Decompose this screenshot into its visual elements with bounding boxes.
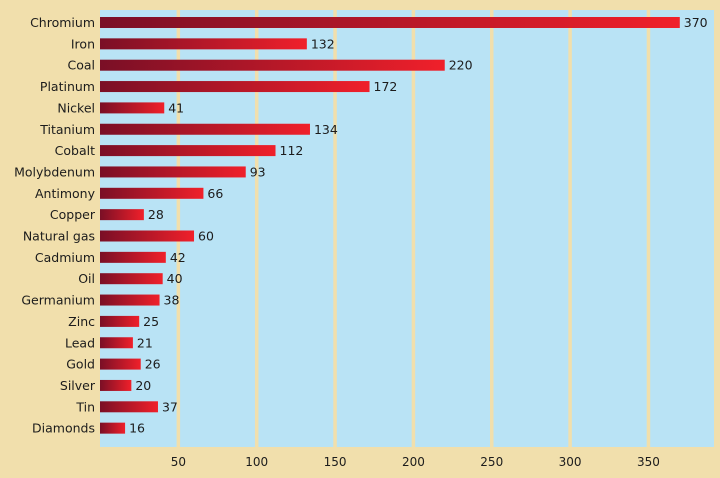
value-label: 112 bbox=[280, 143, 304, 158]
category-label: Platinum bbox=[40, 79, 95, 94]
bar bbox=[100, 187, 204, 199]
category-labels: Chromium Iron Coal Platinum Nickel Titanium Co… bbox=[14, 15, 96, 436]
bar bbox=[100, 379, 132, 391]
category-label: Coal bbox=[67, 58, 95, 73]
category-label: Iron bbox=[71, 36, 95, 51]
category-label: Gold bbox=[66, 357, 95, 372]
bar bbox=[100, 166, 246, 178]
bar bbox=[100, 59, 445, 71]
x-axis-tick-labels: 50 100 150 200 250 300 350 bbox=[171, 455, 660, 469]
x-tick-label: 50 bbox=[171, 455, 186, 469]
value-label: 26 bbox=[145, 357, 161, 372]
value-label: 41 bbox=[168, 100, 184, 115]
category-label: Diamonds bbox=[32, 421, 95, 436]
category-label: Tin bbox=[75, 399, 95, 414]
bar bbox=[100, 17, 680, 28]
category-label: Lead bbox=[65, 335, 95, 350]
value-label: 66 bbox=[207, 186, 223, 201]
x-tick-label: 150 bbox=[324, 455, 347, 469]
value-label: 132 bbox=[311, 36, 335, 51]
bar bbox=[100, 123, 310, 135]
x-tick-label: 300 bbox=[559, 455, 582, 469]
bar bbox=[100, 145, 276, 157]
bar bbox=[100, 273, 163, 285]
value-label: 37 bbox=[162, 399, 178, 414]
x-tick-label: 250 bbox=[480, 455, 503, 469]
bar bbox=[100, 401, 158, 413]
category-label: Zinc bbox=[68, 314, 95, 329]
value-label: 220 bbox=[449, 58, 473, 73]
bar bbox=[100, 38, 307, 50]
category-label: Silver bbox=[60, 378, 96, 393]
bar bbox=[100, 337, 133, 349]
bar bbox=[100, 209, 144, 221]
category-label: Antimony bbox=[35, 186, 96, 201]
value-label: 93 bbox=[250, 164, 266, 179]
bar bbox=[100, 294, 160, 306]
category-label: Cobalt bbox=[55, 143, 95, 158]
bars bbox=[100, 17, 680, 434]
value-label: 134 bbox=[314, 122, 338, 137]
category-label: Germanium bbox=[21, 293, 95, 308]
value-label: 16 bbox=[129, 421, 145, 436]
value-label: 25 bbox=[143, 314, 159, 329]
category-label: Cadmium bbox=[35, 250, 95, 265]
bar bbox=[100, 358, 141, 370]
x-tick-label: 350 bbox=[637, 455, 660, 469]
value-label: 42 bbox=[170, 250, 186, 265]
x-tick-label: 200 bbox=[402, 455, 425, 469]
value-label: 172 bbox=[374, 79, 398, 94]
category-label: Molybdenum bbox=[14, 164, 95, 179]
bar bbox=[100, 81, 370, 93]
bar bbox=[100, 422, 126, 434]
category-label: Natural gas bbox=[23, 229, 95, 244]
value-label: 60 bbox=[198, 229, 214, 244]
bar bbox=[100, 251, 166, 263]
value-labels: 370 132 220 172 41 134 112 93 66 28 60 42 40 38 25 21 26… bbox=[129, 15, 708, 436]
category-label: Titanium bbox=[39, 122, 95, 137]
value-label: 28 bbox=[148, 207, 164, 222]
category-label: Nickel bbox=[57, 100, 95, 115]
value-label: 21 bbox=[137, 335, 153, 350]
value-label: 20 bbox=[135, 378, 151, 393]
bar bbox=[100, 102, 165, 114]
x-tick-label: 100 bbox=[245, 455, 268, 469]
category-label: Oil bbox=[78, 271, 95, 286]
value-label: 40 bbox=[167, 271, 183, 286]
category-label: Copper bbox=[50, 207, 96, 222]
bar bbox=[100, 315, 140, 327]
category-label: Chromium bbox=[30, 15, 95, 30]
bar bbox=[100, 230, 195, 242]
value-label: 370 bbox=[684, 15, 708, 30]
value-label: 38 bbox=[164, 293, 180, 308]
plot-area bbox=[100, 10, 714, 447]
